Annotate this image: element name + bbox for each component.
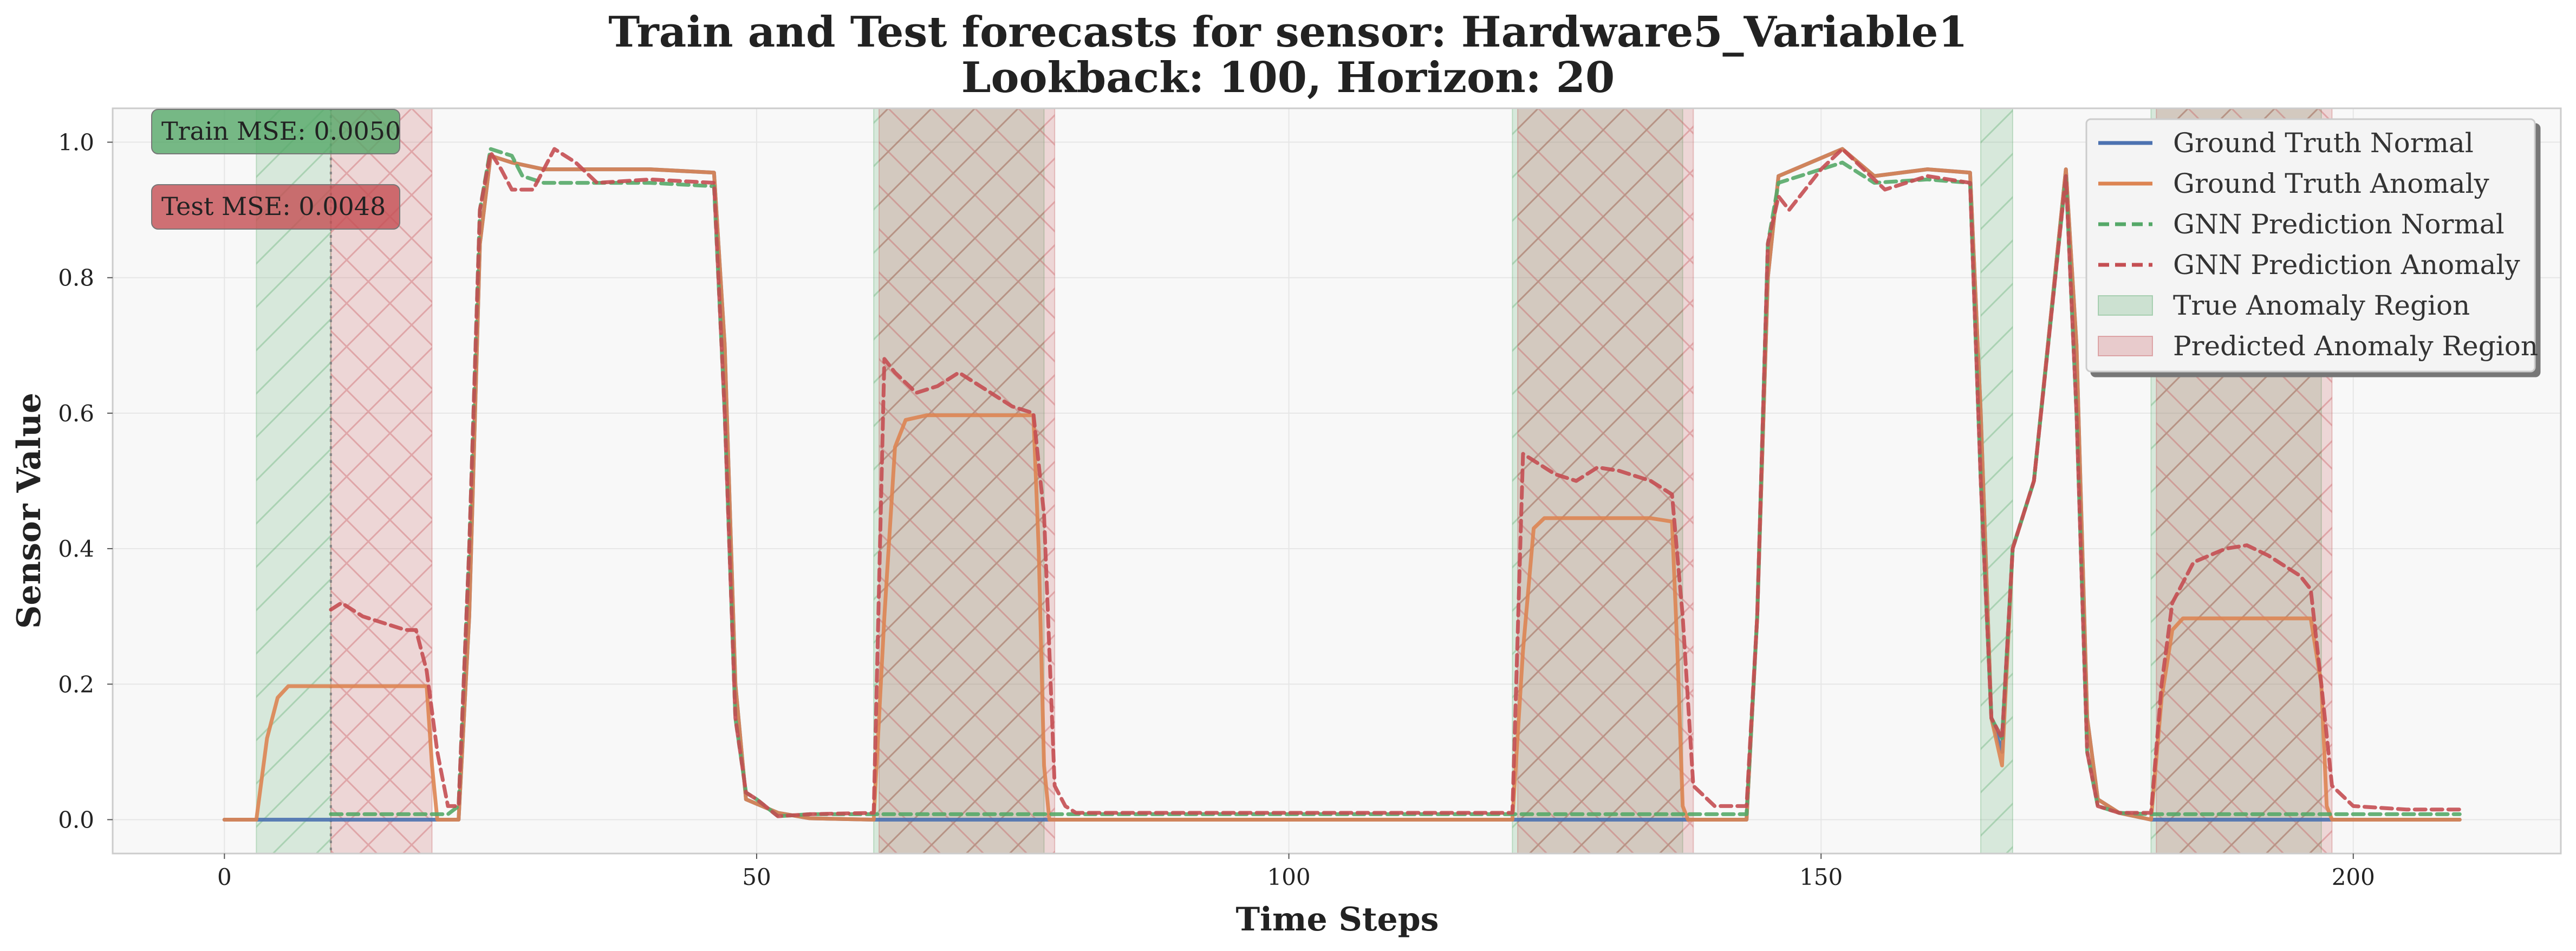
legend-label: Ground Truth Anomaly — [2173, 168, 2490, 199]
plot-frame — [112, 107, 2562, 855]
train-mse-badge-box — [151, 109, 400, 154]
x-axis-label: Time Steps — [1236, 901, 1439, 939]
legend-swatch-patch — [2098, 336, 2153, 356]
predicted-anomaly-hatch — [879, 108, 1055, 854]
test-mse-badge-box — [151, 184, 400, 230]
legend-label: Predicted Anomaly Region — [2173, 330, 2538, 362]
y-tick-label: 0.6 — [58, 400, 94, 427]
chart-subtitle: Lookback: 100, Horizon: 20 — [961, 53, 1615, 102]
train-mse-badge: Train MSE: 0.0050 — [151, 109, 401, 154]
legend-label: GNN Prediction Normal — [2173, 209, 2505, 240]
predicted-anomaly-hatch — [1518, 108, 1694, 854]
series-line-ground-truth-anomaly — [222, 147, 2462, 822]
legend-item-true-anomaly-region: True Anomaly Region — [2098, 290, 2470, 321]
legend-item-ground-truth-normal: Ground Truth Normal — [2098, 127, 2474, 159]
legend-label: True Anomaly Region — [2173, 290, 2470, 321]
y-tick-label: 1.0 — [58, 129, 94, 156]
series-line-gnn-prediction-anomaly — [329, 147, 2462, 818]
legend-item-gnn-prediction-anomaly: GNN Prediction Anomaly — [2098, 249, 2520, 281]
y-tick-label: 0.8 — [58, 265, 94, 291]
chart-title: Train and Test forecasts for sensor: Har… — [608, 8, 1967, 57]
legend-box — [2085, 118, 2536, 373]
y-tick-label: 0.4 — [58, 536, 94, 562]
legend-label: Ground Truth Normal — [2173, 127, 2474, 159]
train-mse-badge-text: Train MSE: 0.0050 — [161, 116, 401, 146]
test-mse-badge: Test MSE: 0.0048 — [151, 184, 400, 230]
test-mse-badge-text: Test MSE: 0.0048 — [161, 192, 386, 221]
x-tick-label: 150 — [1799, 864, 1843, 890]
plot-area: 0 50 100 150 200 0.0 0.2 0.4 0.6 0.8 1.0 Train MSE:… — [58, 107, 2562, 890]
legend-item-ground-truth-anomaly: Ground Truth Anomaly — [2098, 168, 2490, 199]
y-tick-label: 0.0 — [58, 806, 94, 833]
x-tick-label: 0 — [217, 864, 232, 890]
legend-swatch-patch — [2098, 295, 2153, 316]
y-axis-label: Sensor Value — [10, 393, 48, 629]
legend: Ground Truth Normal Ground Truth Anomaly G… — [2085, 118, 2538, 373]
x-tick-label: 200 — [2332, 864, 2375, 890]
legend-item-predicted-anomaly-region: Predicted Anomaly Region — [2098, 330, 2538, 362]
legend-item-gnn-prediction-normal: GNN Prediction Normal — [2098, 209, 2505, 240]
x-tick-label: 50 — [742, 864, 771, 890]
y-tick-label: 0.2 — [58, 671, 94, 698]
x-tick-label: 100 — [1267, 864, 1310, 890]
legend-label: GNN Prediction Anomaly — [2173, 249, 2520, 281]
predicted-anomaly-hatch — [330, 108, 432, 854]
